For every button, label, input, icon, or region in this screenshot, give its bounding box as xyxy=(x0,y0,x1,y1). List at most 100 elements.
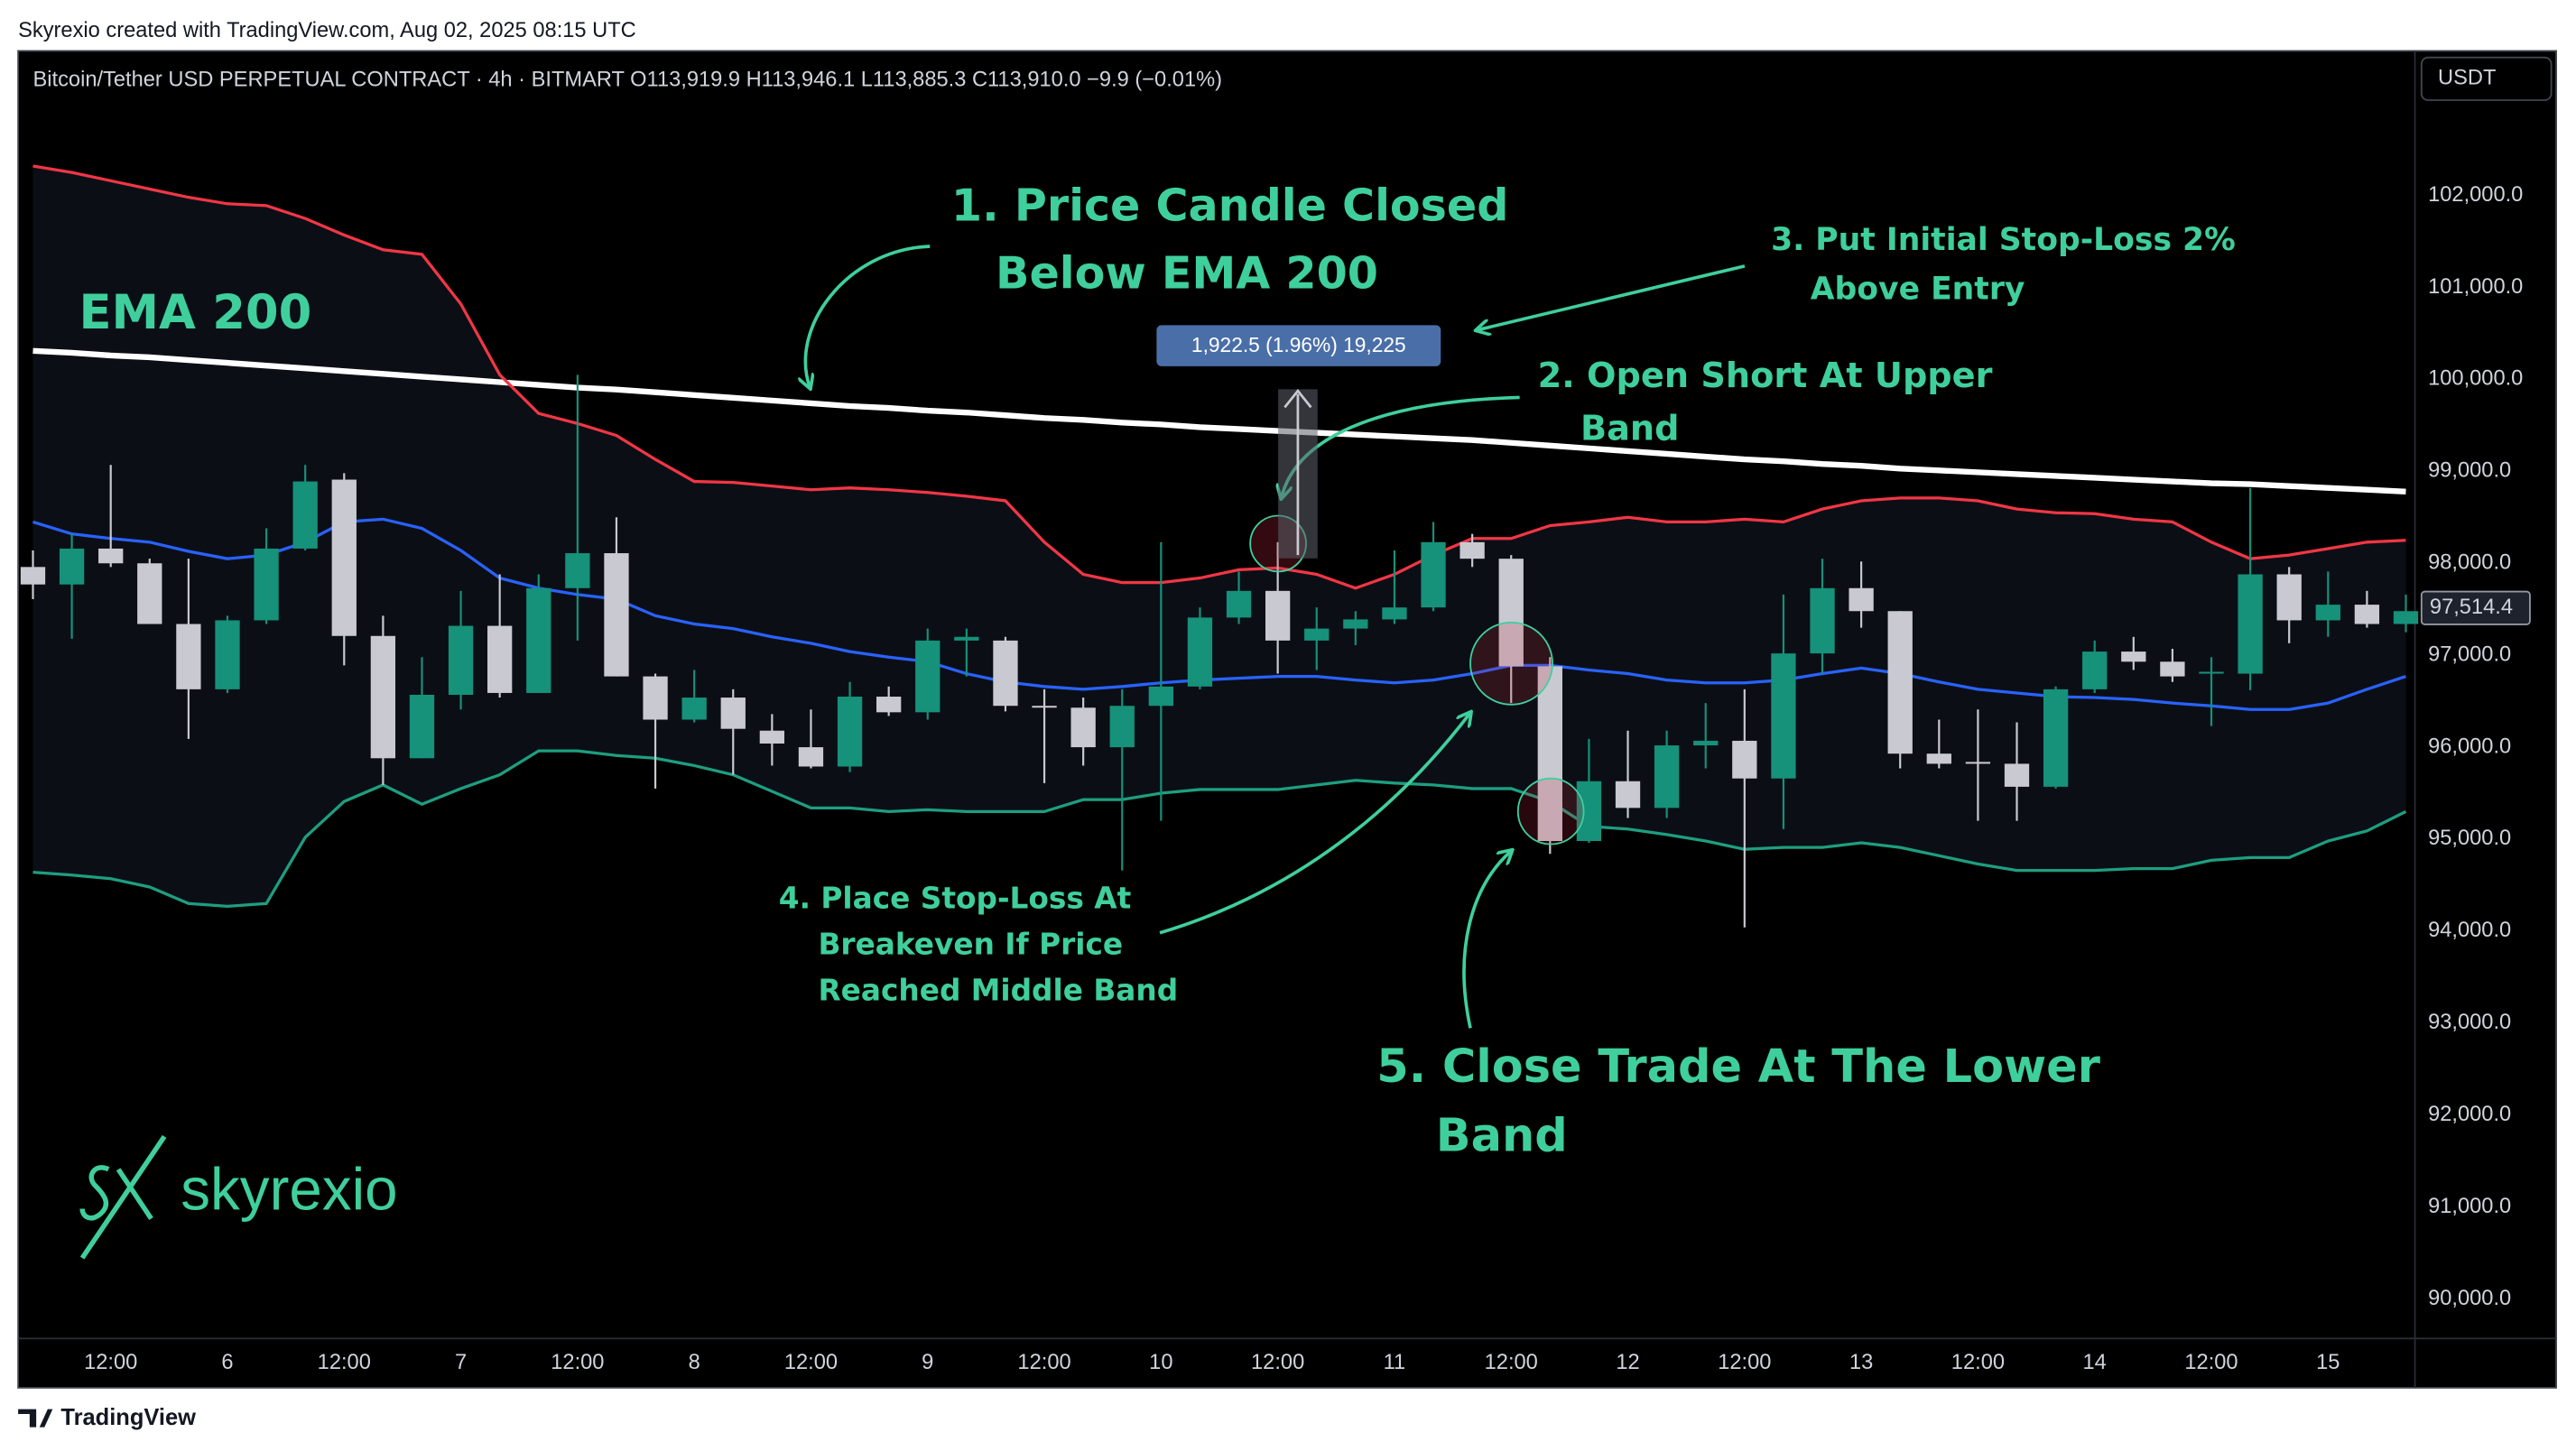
candle-body xyxy=(2354,605,2380,624)
candle-body xyxy=(1187,617,1213,687)
candle-body xyxy=(720,698,746,729)
y-tick-label: 97,000.0 xyxy=(2428,642,2511,666)
candle-body xyxy=(2315,605,2340,621)
band-line xyxy=(32,164,2406,590)
x-tick-label: 15 xyxy=(2316,1351,2340,1374)
candle-body xyxy=(1421,541,1446,608)
y-tick-label: 91,000.0 xyxy=(2428,1195,2511,1218)
candle-body xyxy=(993,640,1018,707)
arrow xyxy=(1159,713,1470,935)
candle-body xyxy=(1615,781,1641,809)
x-tick-label: 14 xyxy=(2083,1351,2107,1374)
ema-label: EMA 200 xyxy=(79,285,311,340)
x-tick-label: 12:00 xyxy=(318,1351,371,1374)
candle-body xyxy=(1109,706,1135,748)
candle-body xyxy=(1926,753,1951,764)
y-tick-label: 90,000.0 xyxy=(2428,1287,2511,1310)
credit: Skyrexio created with TradingView.com, A… xyxy=(18,19,636,42)
candle-body xyxy=(837,697,863,767)
candle-body xyxy=(2121,652,2146,662)
candle-body xyxy=(954,636,979,641)
candle-body xyxy=(2276,574,2302,621)
candle-body xyxy=(1654,745,1680,809)
candle-body xyxy=(448,625,474,695)
symbol-line: Bitcoin/Tether USD PERPETUAL CONTRACT · … xyxy=(32,68,1222,91)
plot: 90,000.0 91,000.0 92,000.0 93,000.0 94,000.0… xyxy=(20,164,2531,1374)
candle-body xyxy=(915,640,941,713)
measure-arrow xyxy=(1283,388,1312,556)
annotation: Breakeven If Price xyxy=(818,927,1123,961)
y-tick-label: 98,000.0 xyxy=(2428,551,2511,575)
candle-body xyxy=(1226,590,1252,618)
brand-icon xyxy=(18,1409,53,1428)
band-fill xyxy=(32,166,2406,907)
annotation: 4. Place Stop-Loss At xyxy=(779,881,1132,915)
x-tick-label: 12 xyxy=(1616,1351,1639,1374)
candle-body xyxy=(526,587,551,693)
x-tick-label: 12:00 xyxy=(1718,1351,1771,1374)
candle-body xyxy=(1459,541,1485,559)
annotation: 3. Put Initial Stop-Loss 2% xyxy=(1771,222,2236,258)
x-tick-label: 12:00 xyxy=(784,1351,838,1374)
x-tick-label: 12:00 xyxy=(551,1351,604,1374)
candle-body xyxy=(1771,653,1796,779)
candle-body xyxy=(2004,763,2030,787)
candle-body xyxy=(643,676,668,720)
annotation: Below EMA 200 xyxy=(996,246,1378,299)
annotation: Band xyxy=(1580,409,1680,448)
candle-body xyxy=(1849,587,1874,612)
x-tick-label: 12:00 xyxy=(2184,1351,2238,1374)
candle-body xyxy=(2238,574,2263,674)
x-tick-label: 6 xyxy=(221,1351,233,1374)
x-tick-label: 8 xyxy=(689,1351,700,1374)
y-tick-label: 96,000.0 xyxy=(2428,735,2511,758)
candle-body xyxy=(1032,706,1057,708)
candle-body xyxy=(1537,666,1562,842)
candle-body xyxy=(59,548,85,585)
candle-body xyxy=(1343,619,1368,629)
y-tick-label: 99,000.0 xyxy=(2428,459,2511,483)
measure-label: 1,922.5 (1.96%) 19,225 xyxy=(1191,333,1406,356)
y-tick-label: 94,000.0 xyxy=(2428,919,2511,942)
candle-body xyxy=(798,747,824,767)
candle-body xyxy=(176,624,201,689)
last-price-label: 97,514.4 xyxy=(2430,596,2513,619)
x-tick-label: 12:00 xyxy=(1251,1351,1304,1374)
candle-body xyxy=(759,730,785,744)
candle-body xyxy=(137,563,162,624)
candle-body xyxy=(1070,707,1096,748)
annotation: 5. Close Trade At The Lower xyxy=(1376,1040,2100,1094)
x-tick-label: 13 xyxy=(1849,1351,1873,1374)
x-tick-label: 12:00 xyxy=(1017,1351,1070,1374)
y-tick-label: 92,000.0 xyxy=(2428,1103,2511,1126)
last-price-box xyxy=(2420,590,2531,625)
candle-body xyxy=(1732,740,1757,779)
currency[interactable]: USDT xyxy=(2438,67,2496,90)
candle-body xyxy=(1265,590,1291,641)
arrow xyxy=(1462,851,1511,1029)
candle-body xyxy=(2043,689,2069,787)
candle-body xyxy=(409,694,435,759)
candle-body xyxy=(20,567,46,585)
measure-label-box xyxy=(1156,325,1441,366)
x-tick-label: 12:00 xyxy=(1951,1351,2005,1374)
y-tick-label: 102,000.0 xyxy=(2428,183,2523,207)
currency-box[interactable] xyxy=(2420,56,2553,101)
x-tick-label: 9 xyxy=(922,1351,933,1374)
candle-body xyxy=(2160,661,2185,677)
annotation: Reached Middle Band xyxy=(818,973,1178,1007)
candle-body xyxy=(292,481,318,549)
candle-body xyxy=(681,698,707,720)
x-tick-label: 12:00 xyxy=(84,1351,137,1374)
candle-body xyxy=(1304,628,1330,641)
candle-body xyxy=(98,548,124,564)
logo-mark xyxy=(79,1134,167,1260)
annotation: Band xyxy=(1436,1109,1568,1162)
brand: TradingView xyxy=(60,1405,196,1430)
y-tick-label: 101,000.0 xyxy=(2428,275,2523,299)
candle-body xyxy=(2199,671,2224,674)
candle-body xyxy=(1693,740,1719,746)
candle-body xyxy=(565,553,590,588)
candle-body xyxy=(1576,781,1602,842)
